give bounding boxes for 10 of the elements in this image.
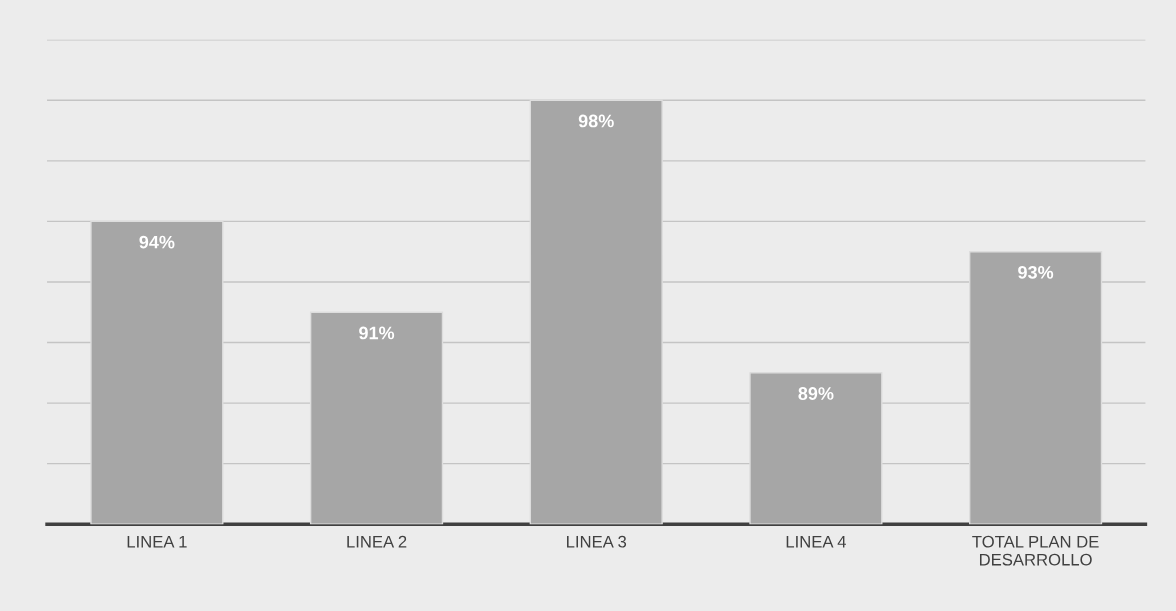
x-tick-label: LINEA 4 [786,535,846,548]
data-label: 93% [1018,265,1054,279]
x-tick-label: LINEA 1 [127,535,187,548]
x-tick-label: TOTAL PLAN DE DESARROLLO [972,535,1099,566]
data-label: 89% [798,387,834,400]
data-label: 91% [359,326,395,340]
x-tick-label: LINEA 2 [347,535,407,548]
x-tick-label: LINEA 3 [567,535,627,548]
data-label: 98% [578,114,614,128]
data-label: 94% [139,235,175,249]
